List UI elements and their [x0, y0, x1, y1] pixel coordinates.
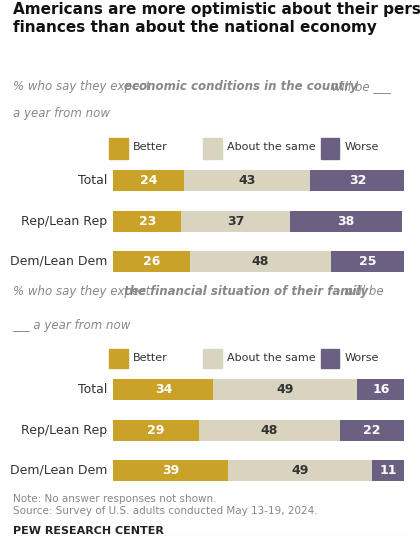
- Text: Source: Survey of U.S. adults conducted May 13-19, 2024.: Source: Survey of U.S. adults conducted …: [13, 506, 317, 516]
- Text: 43: 43: [239, 174, 256, 188]
- Text: ___ a year from now: ___ a year from now: [13, 319, 131, 332]
- Text: 32: 32: [349, 174, 366, 188]
- Text: 49: 49: [277, 383, 294, 397]
- Text: About the same: About the same: [227, 143, 315, 152]
- Text: 26: 26: [143, 255, 160, 268]
- Text: Better: Better: [133, 353, 168, 363]
- Bar: [181, 211, 290, 232]
- Bar: [321, 349, 339, 368]
- Text: 11: 11: [380, 464, 397, 477]
- Bar: [109, 138, 128, 159]
- Text: Total: Total: [78, 383, 108, 397]
- Text: About the same: About the same: [227, 353, 315, 363]
- Bar: [310, 170, 404, 191]
- Bar: [113, 211, 181, 232]
- Bar: [213, 379, 357, 400]
- Text: Rep/Lean Rep: Rep/Lean Rep: [21, 423, 108, 437]
- Text: will be: will be: [342, 285, 384, 297]
- Text: 48: 48: [260, 423, 278, 437]
- Bar: [184, 170, 310, 191]
- Text: PEW RESEARCH CENTER: PEW RESEARCH CENTER: [13, 526, 163, 536]
- Text: % who say they expect: % who say they expect: [13, 80, 154, 93]
- Bar: [113, 460, 228, 481]
- Text: 37: 37: [227, 214, 244, 228]
- Text: % who say they expect: % who say they expect: [13, 285, 154, 297]
- Bar: [190, 251, 331, 272]
- Text: 29: 29: [147, 423, 165, 437]
- Text: Worse: Worse: [344, 143, 379, 152]
- Text: Rep/Lean Rep: Rep/Lean Rep: [21, 214, 108, 228]
- Text: 24: 24: [140, 174, 158, 188]
- Bar: [113, 170, 184, 191]
- Bar: [321, 138, 339, 159]
- Text: economic conditions in the country: economic conditions in the country: [124, 80, 357, 93]
- Text: 39: 39: [162, 464, 179, 477]
- Text: 48: 48: [252, 255, 269, 268]
- Text: 23: 23: [139, 214, 156, 228]
- Text: 38: 38: [337, 214, 354, 228]
- Text: 25: 25: [359, 255, 376, 268]
- Text: 16: 16: [372, 383, 390, 397]
- Text: 22: 22: [363, 423, 381, 437]
- Bar: [113, 251, 190, 272]
- Bar: [290, 211, 402, 232]
- Text: Worse: Worse: [344, 353, 379, 363]
- Text: Americans are more optimistic about their personal
finances than about the natio: Americans are more optimistic about thei…: [13, 2, 420, 35]
- Text: Total: Total: [78, 174, 108, 188]
- Bar: [113, 379, 213, 400]
- Text: a year from now: a year from now: [13, 107, 110, 120]
- Text: Better: Better: [133, 143, 168, 152]
- Text: 34: 34: [155, 383, 172, 397]
- Bar: [357, 379, 404, 400]
- Bar: [113, 420, 199, 441]
- Bar: [331, 251, 404, 272]
- Bar: [203, 138, 222, 159]
- Text: Note: No answer responses not shown.: Note: No answer responses not shown.: [13, 494, 216, 503]
- Text: Dem/Lean Dem: Dem/Lean Dem: [10, 464, 108, 477]
- Text: 49: 49: [291, 464, 309, 477]
- Bar: [228, 460, 372, 481]
- Text: will be ___: will be ___: [328, 80, 391, 93]
- Bar: [372, 460, 404, 481]
- Bar: [203, 349, 222, 368]
- Bar: [109, 349, 128, 368]
- Bar: [340, 420, 404, 441]
- Bar: [199, 420, 340, 441]
- Text: the financial situation of their family: the financial situation of their family: [124, 285, 368, 297]
- Text: Dem/Lean Dem: Dem/Lean Dem: [10, 255, 108, 268]
